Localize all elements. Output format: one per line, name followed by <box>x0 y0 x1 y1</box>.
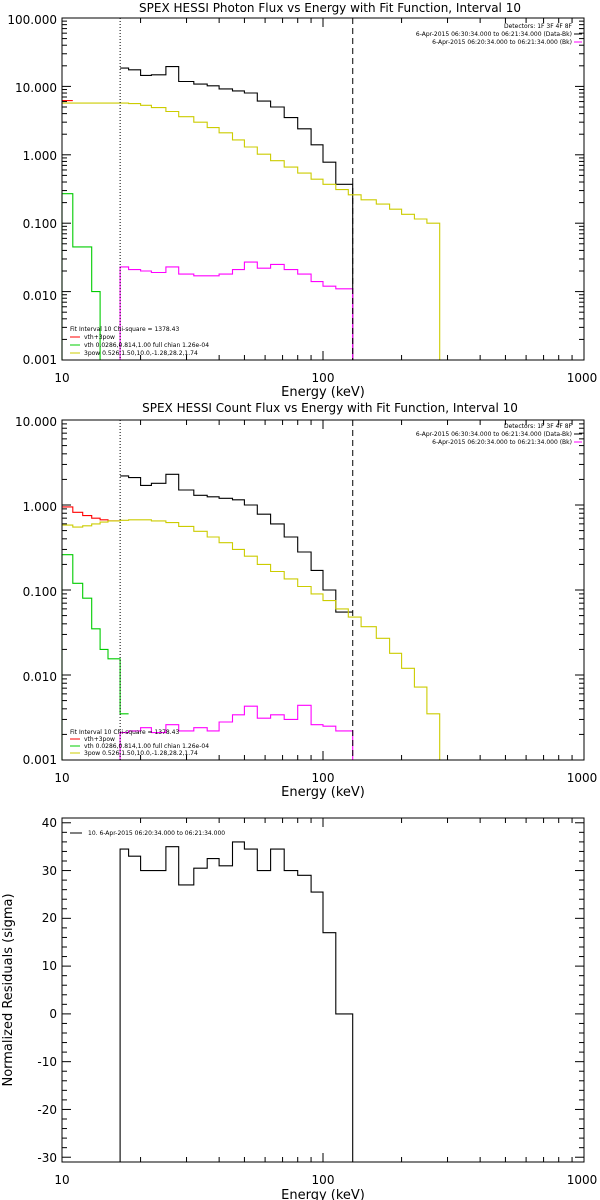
y-tick-label: -20 <box>37 1103 57 1117</box>
y-tick-label: 1.000 <box>23 149 57 163</box>
spectrum-trace <box>61 193 108 361</box>
x-tick-label: 10 <box>54 771 69 785</box>
photon-flux-markers <box>119 18 354 360</box>
spectrum-trace <box>62 519 441 760</box>
photon-flux-traces <box>61 66 441 361</box>
y-tick-label: 10.000 <box>15 415 57 429</box>
x-tick-label: 1000 <box>567 771 598 785</box>
residuals-ticks <box>61 818 585 1162</box>
count-flux-x-tick-labels: 10 100 1000 <box>54 771 597 785</box>
residuals-x-axis-label: Energy (keV) <box>281 1188 365 1200</box>
photon-flux-fit-legend: Fit Interval 10 Chi-square = 1378.43 vth… <box>70 326 209 357</box>
spectrum-trace <box>120 66 354 360</box>
residuals-panel: 10 100 1000 -30 -20 -10 0 10 20 30 40 En… <box>1 816 597 1200</box>
info-line: 6-Apr-2015 06:20:34.000 to 06:21:34.000 … <box>432 39 572 46</box>
fit-legend-line: vth+3pow <box>84 736 115 743</box>
y-tick-label: 40 <box>42 816 57 830</box>
x-tick-label: 100 <box>312 1173 335 1187</box>
count-flux-y-tick-labels: 0.001 0.010 0.100 1.000 10.000 <box>15 415 57 767</box>
fit-legend-line: vth+3pow <box>84 334 115 341</box>
y-tick-label: 0.010 <box>23 289 57 303</box>
y-tick-label: 0.001 <box>23 753 57 767</box>
photon-flux-panel: SPEX HESSI Photon Flux vs Energy with Fi… <box>7 1 597 400</box>
y-tick-label: 0 <box>49 1007 57 1021</box>
fit-legend-line: 3pow 0.526,1.50,10.0,-1.28,28.2,1.74 <box>84 750 198 757</box>
count-flux-fit-legend: Fit Interval 10 Chi-square = 1378.43 vth… <box>70 729 209 757</box>
count-flux-ticks <box>61 419 585 761</box>
y-tick-label: 10 <box>42 959 57 973</box>
photon-flux-ticks <box>61 17 585 361</box>
count-flux-markers <box>119 420 354 760</box>
count-flux-title: SPEX HESSI Count Flux vs Energy with Fit… <box>142 401 518 415</box>
residuals-traces <box>119 841 354 1162</box>
x-tick-label: 10 <box>54 371 69 385</box>
info-line: Detectors: 1F 3F 4F 8F <box>504 423 573 430</box>
x-tick-label: 1000 <box>567 1173 598 1187</box>
y-tick-label: 0.100 <box>23 217 57 231</box>
residuals-y-axis-label: Normalized Residuals (sigma) <box>1 893 16 1086</box>
spectrum-trace <box>119 841 354 1162</box>
photon-flux-y-tick-labels: 0.001 0.010 0.100 1.000 10.000 100.000 <box>7 13 57 367</box>
photon-flux-x-axis-label: Energy (keV) <box>281 385 365 400</box>
y-tick-label: -30 <box>37 1151 57 1165</box>
x-tick-label: 100 <box>312 771 335 785</box>
y-tick-label: 10.000 <box>15 81 57 95</box>
fit-legend-line: 3pow 0.526,1.50,10.0,-1.28,28.2,1.74 <box>84 350 198 357</box>
photon-flux-x-tick-labels: 10 100 1000 <box>54 371 597 385</box>
y-tick-label: 0.010 <box>23 670 57 684</box>
count-flux-traces <box>61 473 441 760</box>
residuals-x-tick-labels: 10 100 1000 <box>54 1173 597 1187</box>
info-line: Detectors: 1F 3F 4F 8F <box>504 23 573 30</box>
x-tick-label: 100 <box>312 371 335 385</box>
residuals-legend: 10. 6-Apr-2015 06:20:34.000 to 06:21:34.… <box>88 830 225 837</box>
count-flux-panel: SPEX HESSI Count Flux vs Energy with Fit… <box>15 401 597 800</box>
info-line: 6-Apr-2015 06:30:34.000 to 06:21:34.000 … <box>416 431 572 438</box>
residuals-y-tick-labels: -30 -20 -10 0 10 20 30 40 <box>37 816 57 1165</box>
y-tick-label: 0.100 <box>23 585 57 599</box>
info-line: 6-Apr-2015 06:20:34.000 to 06:21:34.000 … <box>432 439 572 446</box>
count-flux-x-axis-label: Energy (keV) <box>281 785 365 800</box>
x-tick-label: 1000 <box>567 371 598 385</box>
y-tick-label: 100.000 <box>7 13 57 27</box>
y-tick-label: 20 <box>42 911 57 925</box>
x-tick-label: 10 <box>54 1173 69 1187</box>
count-flux-info-top: Detectors: 1F 3F 4F 8F 6-Apr-2015 06:30:… <box>416 423 582 446</box>
photon-flux-title: SPEX HESSI Photon Flux vs Energy with Fi… <box>139 1 521 15</box>
spectrum-trace <box>120 473 353 613</box>
spectrum-trace <box>62 506 121 522</box>
spectrum-trace <box>61 554 129 760</box>
fit-legend-line: Fit Interval 10 Chi-square = 1378.43 <box>70 326 179 333</box>
y-tick-label: 0.001 <box>23 353 57 367</box>
spectrum-trace <box>62 102 441 360</box>
photon-flux-info-top: Detectors: 1F 3F 4F 8F 6-Apr-2015 06:30:… <box>416 23 582 46</box>
info-line: 6-Apr-2015 06:30:34.000 to 06:21:34.000 … <box>416 31 572 38</box>
fit-legend-line: Fit Interval 10 Chi-square = 1378.43 <box>70 729 179 736</box>
y-tick-label: -10 <box>37 1055 57 1069</box>
fit-legend-line: vth 0.0286,0.814,1.00 full chian 1.26e-0… <box>84 342 209 349</box>
y-tick-label: 1.000 <box>23 500 57 514</box>
spectrum-trace <box>119 704 354 760</box>
fit-legend-line: vth 0.0286,0.814,1.00 full chian 1.26e-0… <box>84 743 209 750</box>
spectrum-trace <box>119 261 354 360</box>
y-tick-label: 30 <box>42 864 57 878</box>
